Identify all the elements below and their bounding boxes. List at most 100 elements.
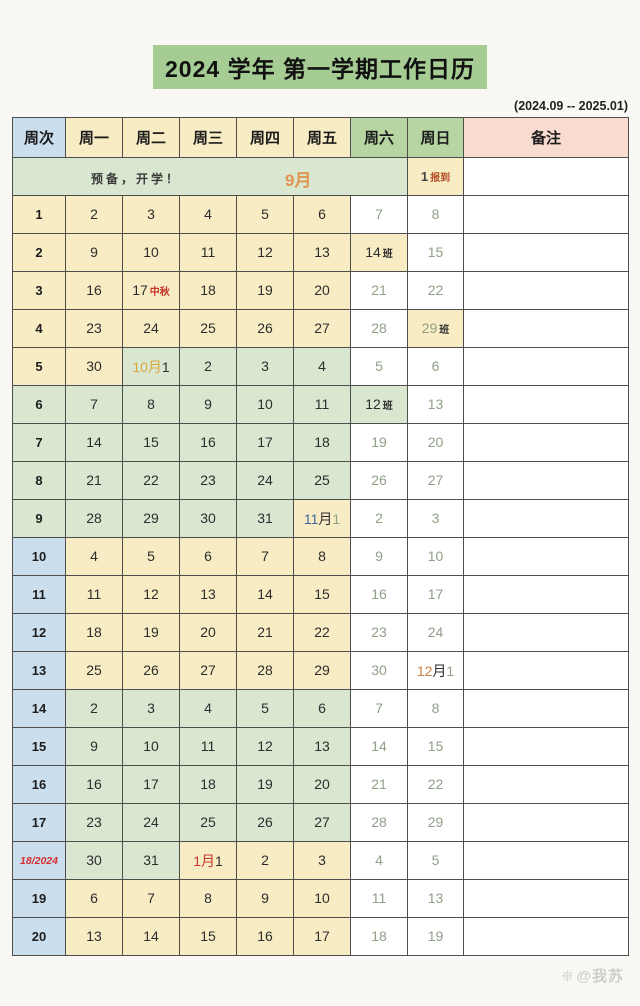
day-number: 7 bbox=[375, 699, 383, 716]
day-cell: 3 bbox=[293, 841, 351, 880]
notes-cell bbox=[463, 575, 629, 614]
header-friday: 周五 bbox=[293, 117, 351, 158]
day-cell: 14 班 bbox=[350, 233, 408, 272]
day-cell: 23 bbox=[179, 461, 237, 500]
day-number: 10 bbox=[427, 547, 444, 564]
day-cell: 5 bbox=[122, 537, 180, 576]
day-number: 25 bbox=[314, 471, 330, 488]
day-cell: 16 bbox=[65, 765, 123, 804]
day-cell: 12 班 bbox=[350, 385, 408, 424]
week-number-cell: 5 bbox=[12, 347, 66, 386]
day-number: 6 bbox=[318, 205, 326, 222]
day-number: 11 bbox=[314, 395, 330, 412]
week-row-15: 15 9 10 11 12 13 14 15 bbox=[12, 727, 629, 766]
day-number: 16 bbox=[371, 585, 387, 602]
day-number: 20 bbox=[200, 623, 216, 640]
day-cell: 5 bbox=[236, 689, 294, 728]
day-cell: 12 bbox=[236, 233, 294, 272]
day-cell: 24 bbox=[122, 309, 180, 348]
day-number: 4 bbox=[204, 205, 212, 222]
day-cell: 16 bbox=[350, 575, 408, 614]
cell-sep1-registration: 1 报到 bbox=[407, 157, 464, 196]
day-cell: 10 bbox=[122, 233, 180, 272]
day-number: 15 bbox=[314, 585, 330, 602]
day-number: 14 bbox=[86, 433, 102, 450]
week-row-13: 13 25 26 27 28 29 30 12月1 bbox=[12, 651, 629, 690]
day-number: 3 bbox=[261, 357, 269, 374]
week-row-11: 11 11 12 13 14 15 16 17 bbox=[12, 575, 629, 614]
day-cell: 24 bbox=[122, 803, 180, 842]
week-number-cell: 8 bbox=[12, 461, 66, 500]
day-number: 31 bbox=[257, 509, 273, 526]
day-cell: 10 bbox=[407, 537, 464, 576]
day-cell: 10 bbox=[236, 385, 294, 424]
day-cell: 29 bbox=[293, 651, 351, 690]
day-cell: 8 bbox=[293, 537, 351, 576]
day-number: 11 bbox=[371, 889, 387, 906]
day-cell: 17 bbox=[122, 765, 180, 804]
notes-cell bbox=[463, 537, 629, 576]
day-cell: 8 bbox=[407, 689, 464, 728]
day-number: 12 bbox=[143, 585, 159, 602]
day-number: 月 bbox=[432, 662, 447, 679]
week-row-18-2024: 18/2024 30 31 1月1 2 3 4 5 bbox=[12, 841, 629, 880]
day-number: 1月 bbox=[193, 852, 215, 869]
day-number: 8 bbox=[431, 699, 440, 716]
week-row-4: 4 23 24 25 26 27 28 29 班 bbox=[12, 309, 629, 348]
day-number: 14 bbox=[371, 737, 387, 754]
day-number: 30 bbox=[86, 851, 102, 868]
day-number: 17 bbox=[143, 775, 159, 792]
day-number: 6 bbox=[204, 547, 212, 564]
header-wednesday: 周三 bbox=[179, 117, 237, 158]
day-number: 17 bbox=[427, 585, 444, 602]
day-number: 11 bbox=[200, 737, 216, 754]
day-number: 13 bbox=[427, 889, 444, 906]
day-number: 25 bbox=[86, 661, 102, 678]
day-cell: 7 bbox=[350, 689, 408, 728]
day-number: 19 bbox=[143, 623, 159, 640]
week-row-6: 6 7 8 9 10 11 12 班 13 bbox=[12, 385, 629, 424]
day-cell: 30 bbox=[179, 499, 237, 538]
day-number: 28 bbox=[257, 661, 273, 678]
day-cell: 7 bbox=[122, 879, 180, 918]
day-number: 11 bbox=[86, 585, 102, 602]
day-number: 17 bbox=[257, 433, 273, 450]
day-cell: 21 bbox=[236, 613, 294, 652]
notes-cell bbox=[463, 347, 629, 386]
day-cell: 20 bbox=[293, 271, 351, 310]
day-number: 26 bbox=[143, 661, 159, 678]
day-cell: 11 bbox=[179, 727, 237, 766]
day-cell: 4 bbox=[179, 689, 237, 728]
day-cell: 2 bbox=[179, 347, 237, 386]
day-cell: 13 bbox=[293, 727, 351, 766]
day-number: 14 bbox=[365, 243, 381, 260]
week-row-19: 19 6 7 8 9 10 11 13 bbox=[12, 879, 629, 918]
day-cell: 30 bbox=[65, 841, 123, 880]
notes-cell bbox=[463, 879, 629, 918]
day-number: 17 bbox=[314, 927, 330, 944]
day-cell: 29 bbox=[407, 803, 464, 842]
week-row-14: 14 2 3 4 5 6 7 8 bbox=[12, 689, 629, 728]
day-number: 10 bbox=[143, 737, 159, 754]
notes-cell bbox=[463, 499, 629, 538]
semester-start-label: 预备，开学！ bbox=[91, 172, 182, 186]
day-number: 18 bbox=[371, 927, 387, 944]
week-number-cell: 12 bbox=[12, 613, 66, 652]
day-cell: 24 bbox=[236, 461, 294, 500]
month-row-september: 预备，开学！ 9月 1 报到 bbox=[12, 157, 629, 196]
week-number-cell: 20 bbox=[12, 917, 66, 956]
notes-cell bbox=[463, 803, 629, 842]
day-number: 10 bbox=[257, 395, 273, 412]
day-cell: 22 bbox=[293, 613, 351, 652]
day-number: 24 bbox=[427, 623, 444, 640]
day-cell: 1月1 bbox=[179, 841, 237, 880]
day-cell: 28 bbox=[236, 651, 294, 690]
day-cell: 17 bbox=[236, 423, 294, 462]
day-number: 7 bbox=[261, 547, 269, 564]
day-number: 11 bbox=[200, 243, 216, 260]
day-number: 23 bbox=[86, 813, 102, 830]
header-thursday: 周四 bbox=[236, 117, 294, 158]
day-cell: 15 bbox=[179, 917, 237, 956]
day-cell: 22 bbox=[407, 765, 464, 804]
day-number: 29 bbox=[421, 319, 438, 336]
